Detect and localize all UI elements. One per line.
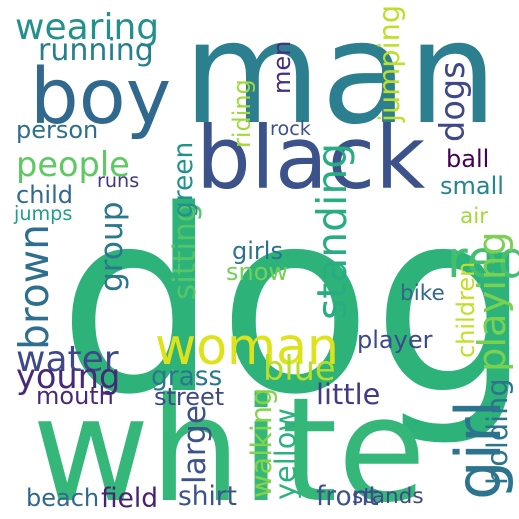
- word-green: green: [168, 141, 199, 218]
- word-large: large: [177, 404, 213, 484]
- word-jumping: jumping: [372, 4, 406, 122]
- word-standing: standing: [308, 142, 356, 320]
- word-small: small: [440, 172, 504, 200]
- word-dogs: dogs: [433, 61, 472, 142]
- word-people: people: [16, 145, 130, 184]
- word-snow: snow: [226, 258, 289, 286]
- word-young: young: [16, 357, 121, 396]
- word-field: field: [101, 483, 158, 514]
- word-water: water: [16, 339, 119, 380]
- word-holding: holding: [480, 378, 514, 485]
- word-black: black: [196, 109, 426, 209]
- word-girls: girls: [232, 237, 283, 265]
- word-beach: beach: [26, 484, 100, 512]
- word-grass: grass: [151, 361, 223, 392]
- word-player: player: [357, 326, 433, 354]
- word-boy: boy: [30, 53, 172, 142]
- word-man: man: [183, 0, 498, 156]
- word-air: air: [460, 204, 489, 229]
- word-jumps: jumps: [14, 202, 73, 225]
- word-yellow: yellow: [268, 408, 302, 500]
- word-dog: dog: [58, 157, 519, 450]
- word-mouth: mouth: [36, 382, 114, 410]
- word-children: children: [452, 261, 480, 358]
- word-riding: riding: [228, 79, 256, 148]
- word-street: street: [154, 383, 225, 411]
- word-blue: blue: [263, 349, 336, 388]
- word-wearing: wearing: [15, 7, 160, 48]
- word-men: men: [268, 40, 296, 94]
- word-white: white: [32, 366, 427, 519]
- word-running: running: [38, 33, 154, 68]
- word-woman: woman: [155, 317, 339, 376]
- word-group: group: [94, 201, 130, 292]
- word-bike: bike: [400, 281, 445, 306]
- word-little: little: [316, 377, 381, 411]
- word-ball: ball: [446, 145, 490, 173]
- word-stands: stands: [352, 484, 424, 509]
- word-runs: runs: [97, 169, 140, 192]
- word-child: child: [16, 181, 73, 209]
- word-front: front: [316, 481, 379, 512]
- word-shirt: shirt: [178, 481, 238, 512]
- word-rock: rock: [270, 117, 311, 140]
- word-brown: brown: [10, 224, 58, 350]
- word-person: person: [16, 116, 99, 144]
- word-red: red: [447, 230, 519, 289]
